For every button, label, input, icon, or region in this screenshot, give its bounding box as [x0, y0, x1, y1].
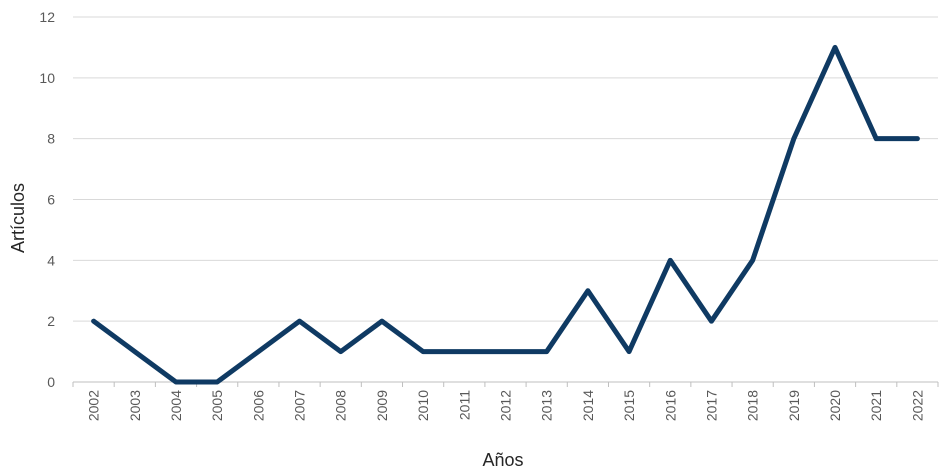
x-tick-label: 2018	[745, 390, 761, 421]
series-group	[91, 44, 920, 385]
y-tick-label: 12	[39, 9, 55, 25]
x-tick-label: 2008	[333, 390, 349, 421]
x-tick-label: 2003	[127, 390, 143, 421]
y-tick-label: 10	[39, 70, 55, 86]
y-axis-title: Artículos	[8, 183, 28, 253]
x-tick-label: 2011	[456, 390, 472, 420]
x-tick-label: 2017	[703, 390, 719, 421]
y-tick-label: 2	[47, 313, 55, 329]
x-tick-label: 2016	[662, 390, 678, 421]
x-tick-label: 2005	[209, 390, 225, 421]
y-tick-label: 8	[47, 131, 55, 147]
x-tick-label: 2022	[909, 390, 925, 421]
x-tick-label: 2009	[374, 390, 390, 421]
x-tick-label: 2006	[250, 390, 266, 421]
x-tick-label: 2002	[86, 390, 102, 421]
x-tick-label: 2021	[868, 390, 884, 421]
y-tick-label: 0	[47, 374, 55, 390]
x-tick-label: 2013	[539, 390, 555, 421]
x-tick-label: 2015	[621, 390, 637, 421]
y-tick-label: 6	[47, 192, 55, 208]
x-axis-title: Años	[482, 450, 523, 470]
y-tick-label: 4	[47, 252, 55, 268]
gridlines	[73, 16, 938, 383]
x-tick-label: 2007	[292, 390, 308, 421]
x-tick-label: 2019	[786, 390, 802, 421]
x-tick-label: 2004	[168, 390, 184, 421]
series-line-0	[91, 44, 920, 385]
x-tick-label: 2020	[827, 390, 843, 421]
y-axis-ticks: 0 2 4 6 8 10 12	[39, 9, 55, 390]
x-axis-ticks: 2002 2003 2004 2005 2006 2007 2008 2009 2010 2011…	[72, 382, 939, 421]
x-tick-label: 2010	[415, 390, 431, 421]
x-tick-label: 2012	[498, 390, 514, 421]
x-tick-label: 2014	[580, 390, 596, 421]
